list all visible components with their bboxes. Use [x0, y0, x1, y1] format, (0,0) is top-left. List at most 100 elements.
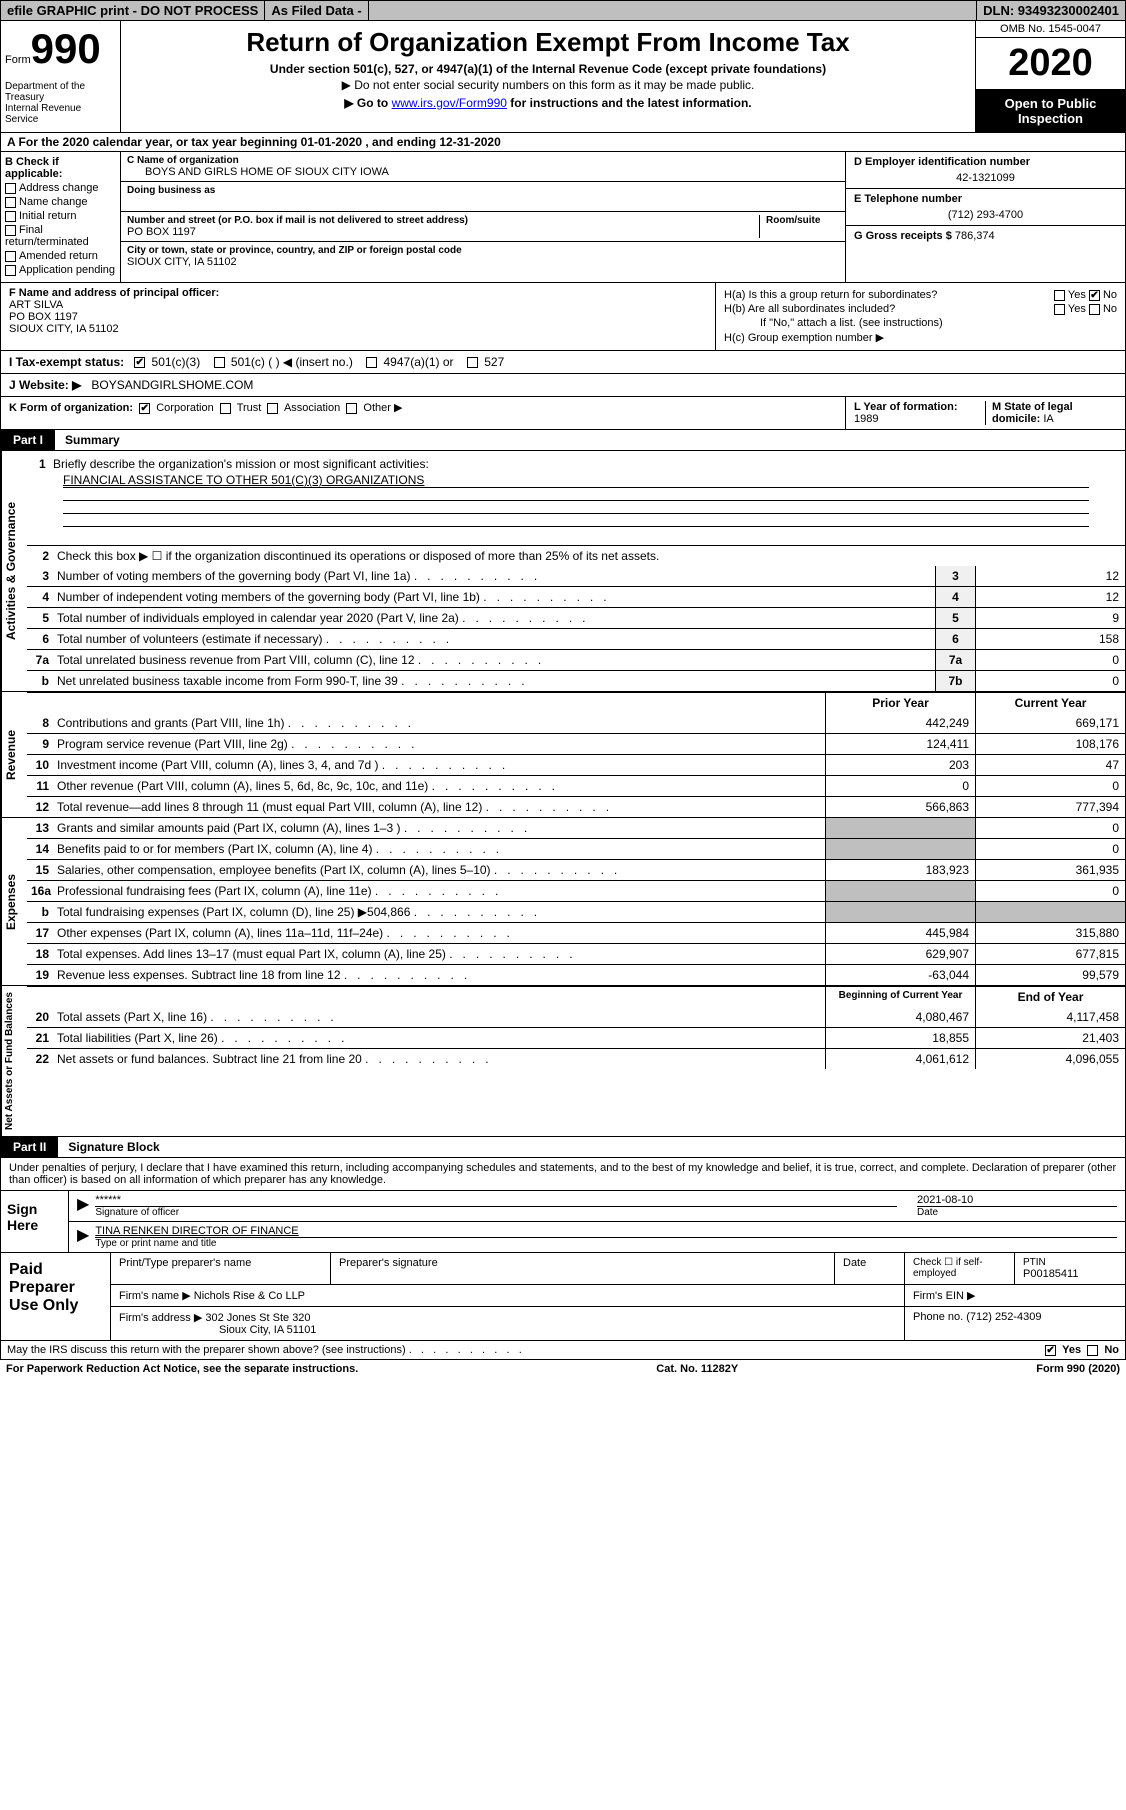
form-label: Form: [5, 54, 31, 66]
summary-line: 12Total revenue—add lines 8 through 11 (…: [27, 796, 1125, 817]
i-label: I Tax-exempt status:: [9, 355, 124, 369]
col-d-e-g: D Employer identification number 42-1321…: [845, 152, 1125, 282]
ha-label: H(a) Is this a group return for subordin…: [724, 289, 937, 301]
cb-address-change[interactable]: Address change: [5, 182, 116, 194]
cb-application-pending[interactable]: Application pending: [5, 264, 116, 276]
omb-number: OMB No. 1545-0047: [976, 21, 1125, 38]
efile-notice: efile GRAPHIC print - DO NOT PROCESS: [1, 1, 265, 20]
cb-501c[interactable]: [214, 357, 225, 368]
form-subtitle-3: ▶ Go to www.irs.gov/Form990 for instruct…: [344, 96, 751, 110]
dln-value: DLN: 93493230002401: [976, 1, 1125, 20]
prep-name-hdr: Print/Type preparer's name: [111, 1253, 331, 1284]
dept-label: Department of the Treasury Internal Reve…: [5, 81, 116, 125]
cb-501c3[interactable]: [134, 357, 145, 368]
hb-yes[interactable]: [1054, 304, 1065, 315]
arrow-icon: ▶: [77, 1225, 89, 1249]
form-number: 990: [31, 25, 101, 72]
summary-line: 19Revenue less expenses. Subtract line 1…: [27, 964, 1125, 985]
firm-addr-row: Firm's address ▶ 302 Jones St Ste 320Sio…: [111, 1307, 1125, 1340]
col-c: C Name of organization BOYS AND GIRLS HO…: [121, 152, 845, 282]
form-footer: For Paperwork Reduction Act Notice, see …: [0, 1360, 1126, 1378]
addr-value: PO BOX 1197: [127, 226, 759, 238]
paid-preparer-body: Print/Type preparer's name Preparer's si…: [111, 1253, 1125, 1340]
l1-text: Briefly describe the organization's miss…: [53, 457, 429, 471]
summary-line: bTotal fundraising expenses (Part IX, co…: [27, 901, 1125, 922]
m-label: M State of legal domicile:: [992, 401, 1073, 425]
netassets-year-header: Beginning of Current Year End of Year: [27, 986, 1125, 1007]
discuss-no[interactable]: [1087, 1345, 1098, 1356]
firm-name: Nichols Rise & Co LLP: [194, 1290, 305, 1302]
firm-phone-label: Phone no.: [913, 1311, 963, 1323]
form-ref: Form 990 (2020): [1036, 1363, 1120, 1375]
revenue-body: Prior Year Current Year 8Contributions a…: [27, 692, 1125, 817]
c-dba-row: Doing business as: [121, 182, 845, 212]
summary-line: 5Total number of individuals employed in…: [27, 607, 1125, 628]
cb-name-change[interactable]: Name change: [5, 196, 116, 208]
prep-sig-hdr: Preparer's signature: [331, 1253, 835, 1284]
mission-text: FINANCIAL ASSISTANCE TO OTHER 501(C)(3) …: [63, 473, 1089, 488]
irs-link[interactable]: www.irs.gov/Form990: [392, 96, 507, 110]
e-phone-row: E Telephone number (712) 293-4700: [846, 189, 1125, 226]
form-subtitle-1: Under section 501(c), 527, or 4947(a)(1)…: [131, 62, 965, 76]
date-label: Date: [917, 1206, 1117, 1218]
cb-corp[interactable]: [139, 403, 150, 414]
summary-line: bNet unrelated business taxable income f…: [27, 670, 1125, 691]
cb-initial-return[interactable]: Initial return: [5, 210, 116, 222]
g-receipts-row: G Gross receipts $ 786,374: [846, 226, 1125, 246]
website-value: BOYSANDGIRLSHOME.COM: [91, 378, 253, 392]
ha-no[interactable]: [1089, 290, 1100, 301]
discuss-yes[interactable]: [1045, 1345, 1056, 1356]
row-i: I Tax-exempt status: 501(c)(3) 501(c) ( …: [0, 351, 1126, 374]
form-title-block: Return of Organization Exempt From Incom…: [121, 21, 975, 132]
netassets-label: Net Assets or Fund Balances: [1, 986, 27, 1136]
cb-amended-return[interactable]: Amended return: [5, 250, 116, 262]
hb-no[interactable]: [1089, 304, 1100, 315]
discuss-question: May the IRS discuss this return with the…: [7, 1344, 522, 1356]
firm-addr-label: Firm's address ▶: [119, 1312, 202, 1324]
j-label: J Website: ▶: [9, 378, 81, 392]
activities-body: 1 Briefly describe the organization's mi…: [27, 451, 1125, 691]
form-id-block: Form990 Department of the Treasury Inter…: [1, 21, 121, 132]
ptin-label: PTIN: [1023, 1257, 1117, 1268]
row-j: J Website: ▶ BOYSANDGIRLSHOME.COM: [0, 374, 1126, 397]
room-label: Room/suite: [766, 215, 839, 226]
cb-other[interactable]: [346, 403, 357, 414]
expenses-label: Expenses: [1, 818, 27, 985]
current-year-hdr: Current Year: [975, 693, 1125, 713]
cb-trust[interactable]: [220, 403, 231, 414]
formation-year: 1989: [854, 413, 878, 425]
firm-name-label: Firm's name ▶: [119, 1290, 191, 1302]
summary-line: 13Grants and similar amounts paid (Part …: [27, 818, 1125, 838]
cb-527[interactable]: [467, 357, 478, 368]
cb-assoc[interactable]: [267, 403, 278, 414]
asfiled-label: As Filed Data -: [265, 1, 368, 20]
part1-title: Summary: [55, 430, 130, 450]
sign-here-body: ▶ ****** Signature of officer 2021-08-10…: [69, 1191, 1125, 1252]
paid-preparer-block: Paid Preparer Use Only Print/Type prepar…: [0, 1253, 1126, 1341]
k-label: K Form of organization:: [9, 402, 133, 414]
cb-final-return[interactable]: Final return/terminated: [5, 224, 116, 248]
arrow-icon: ▶: [77, 1194, 89, 1218]
cb-4947[interactable]: [366, 357, 377, 368]
summary-line: 10Investment income (Part VIII, column (…: [27, 754, 1125, 775]
b-label: B Check if applicable:: [5, 156, 116, 180]
ha-yes[interactable]: [1054, 290, 1065, 301]
c-addr-row: Number and street (or P.O. box if mail i…: [121, 212, 845, 242]
part2-tag: Part II: [1, 1137, 58, 1157]
summary-line: 14Benefits paid to or for members (Part …: [27, 838, 1125, 859]
col-h: H(a) Is this a group return for subordin…: [715, 283, 1125, 350]
tax-year: 2020: [976, 38, 1125, 90]
firm-addr: 302 Jones St Ste 320: [205, 1312, 310, 1324]
f-label: F Name and address of principal officer:: [9, 287, 707, 299]
beg-year-hdr: Beginning of Current Year: [825, 987, 975, 1007]
year-header: Prior Year Current Year: [27, 692, 1125, 713]
block-f-h: F Name and address of principal officer:…: [0, 283, 1126, 351]
signature-declaration: Under penalties of perjury, I declare th…: [0, 1158, 1126, 1191]
sign-here-label: Sign Here: [1, 1191, 69, 1252]
summary-line: 20Total assets (Part X, line 16)4,080,46…: [27, 1007, 1125, 1027]
firm-ein-label: Firm's EIN ▶: [905, 1285, 1125, 1306]
revenue-label: Revenue: [1, 692, 27, 817]
prep-date-hdr: Date: [835, 1253, 905, 1284]
line-2: 2Check this box ▶ ☐ if the organization …: [27, 545, 1125, 566]
phone-value: (712) 293-4700: [854, 209, 1117, 221]
